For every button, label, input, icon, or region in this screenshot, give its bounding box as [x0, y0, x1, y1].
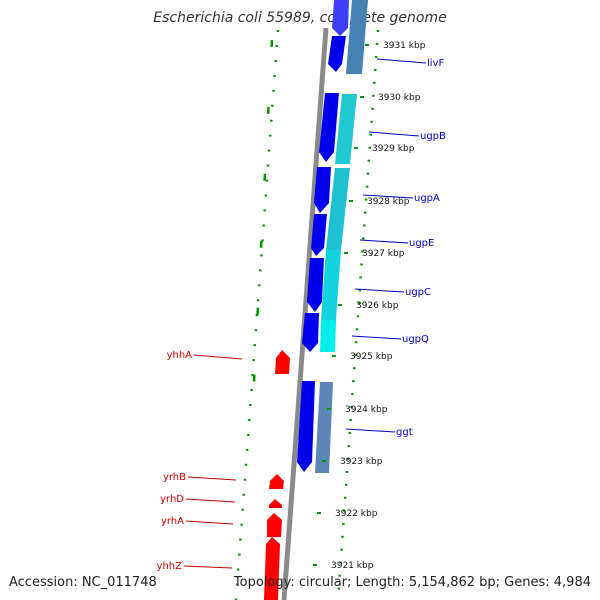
gene-label-ugpQ: ugpQ — [402, 334, 429, 345]
gene-leader-line — [187, 476, 237, 481]
tick-label: 3925 kbp — [350, 352, 393, 362]
tick-label: 3928 kbp — [367, 197, 410, 207]
gene-leader-line — [368, 131, 420, 137]
gene-label-ugpB: ugpB — [420, 131, 446, 142]
gene-leader-line — [351, 335, 402, 340]
gene-label-yrhB: yrhB — [163, 472, 186, 483]
map-title: Escherichia coli 55989, complete genome — [153, 10, 447, 26]
tick-label: 3924 kbp — [345, 405, 388, 415]
gene-leader-line — [185, 520, 234, 525]
tick-label: 3929 kbp — [372, 144, 415, 154]
gene-label-ugpE: ugpE — [409, 238, 434, 249]
gene-leader-line — [183, 565, 233, 569]
blast-hit-track — [315, 0, 368, 473]
accession-label: Accession: NC_011748 — [9, 575, 157, 590]
tick-label: 3921 kbp — [331, 561, 374, 571]
reverse-cds-track — [264, 350, 290, 600]
gene-leader-line — [376, 58, 427, 64]
tick-label: 3923 kbp — [340, 457, 383, 467]
gene-label-yrhD: yrhD — [160, 494, 184, 505]
gene-label-yrhA: yrhA — [161, 516, 184, 527]
gc-skew-track — [234, 29, 380, 600]
tick-label: 3930 kbp — [378, 93, 421, 103]
gene-label-yhhZ: yhhZ — [157, 561, 183, 572]
tick-label: 3927 kbp — [362, 249, 405, 259]
gene-leader-line — [359, 239, 409, 244]
position-ticks: 3931 kbp 3930 kbp 3929 kbp 3928 kbp 3927 kbp… — [313, 41, 426, 571]
tick-label: 3931 kbp — [383, 41, 426, 51]
gene-label-livF: livF — [427, 58, 444, 69]
gene-leader-line — [345, 428, 396, 433]
gene-label-ugpA: ugpA — [414, 193, 440, 204]
gene-leader-line — [354, 288, 405, 293]
tick-label: 3926 kbp — [356, 301, 399, 311]
gene-leader-line — [193, 354, 243, 360]
gene-label-ggt: ggt — [396, 427, 413, 438]
gene-label-yhhA: yhhA — [167, 350, 193, 361]
genome-summary: Topology: circular; Length: 5,154,862 bp… — [233, 575, 591, 590]
gene-leader-line — [362, 194, 414, 199]
gene-leader-line — [185, 498, 236, 503]
forward-cds-track — [297, 0, 349, 472]
tick-label: 3922 kbp — [335, 509, 378, 519]
gene-label-ugpC: ugpC — [405, 287, 431, 298]
gene-labels: livF ugpB ugpA ugpE ugpC ugpQ ggt yhhA yrhB yrhD y… — [157, 58, 446, 572]
